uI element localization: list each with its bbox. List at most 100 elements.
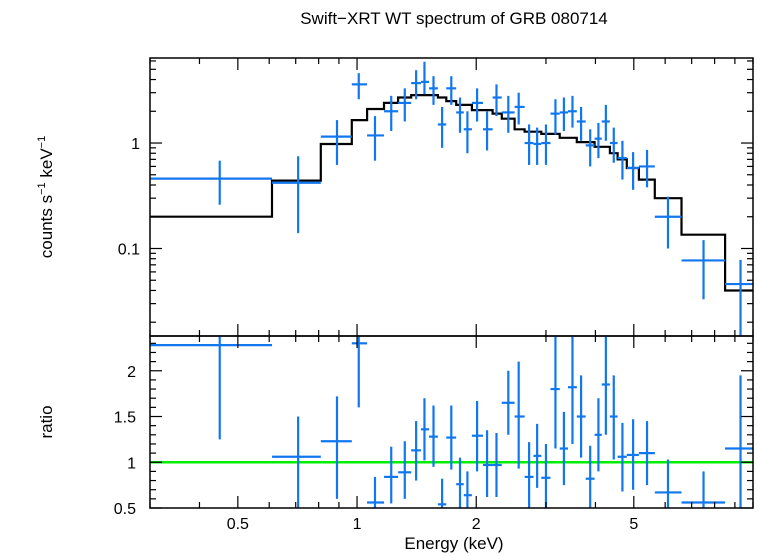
data-point	[654, 196, 682, 249]
ratio-point	[585, 445, 595, 508]
x-tick-label: 2	[472, 516, 481, 533]
x-tick-label: 1	[353, 516, 362, 533]
ratio-point	[351, 336, 368, 408]
top-y-tick-label: 1	[131, 136, 140, 153]
ratio-point	[420, 398, 430, 461]
data-point	[533, 127, 542, 165]
ratio-point	[524, 442, 534, 508]
data-point	[272, 156, 321, 234]
bottom-y-tick-label: 0.5	[114, 501, 136, 518]
data-point	[501, 95, 515, 133]
data-points	[150, 61, 753, 336]
data-point	[626, 152, 639, 190]
ratio-point	[150, 336, 273, 440]
top-ylabel: counts s−1 keV−1	[36, 136, 56, 258]
ratio-point	[681, 471, 726, 508]
ratio-point	[384, 446, 399, 504]
top-panel: 0.11 counts s−1 keV−1	[36, 57, 754, 337]
data-point	[567, 95, 577, 128]
ratio-point	[471, 400, 483, 472]
ratio-point	[367, 476, 385, 508]
ratio-point	[541, 443, 551, 508]
ratio-point	[654, 459, 682, 508]
x-tick-label: 0.5	[227, 516, 249, 533]
model-step-line	[150, 94, 753, 292]
data-point	[514, 92, 525, 125]
ratio-point	[411, 421, 421, 481]
data-point	[367, 116, 385, 161]
ratio-point	[437, 478, 447, 508]
data-point	[681, 240, 726, 300]
chart-title: Swift−XRT WT spectrum of GRB 080714	[300, 9, 608, 28]
data-point	[617, 140, 627, 180]
ratio-point	[567, 336, 577, 444]
ratio-point	[514, 361, 525, 469]
ratio-point	[456, 457, 464, 508]
data-point	[492, 84, 502, 117]
data-point	[150, 160, 273, 205]
data-point	[559, 97, 568, 132]
data-point	[550, 99, 560, 135]
data-point	[411, 70, 421, 100]
top-ylabel-main: counts s	[37, 195, 56, 258]
data-point	[351, 73, 368, 100]
ratio-point	[638, 421, 655, 486]
model-histogram	[150, 94, 753, 292]
top-axis-ticks: 0.11	[118, 58, 754, 336]
data-point	[446, 76, 457, 105]
bottom-panel-frame	[149, 335, 754, 509]
x-axis-label: Energy (keV)	[404, 534, 503, 553]
ratio-point	[594, 398, 602, 472]
top-ylabel-sup2: −1	[36, 136, 48, 149]
ratio-point	[482, 430, 493, 498]
ratio-point	[617, 422, 627, 492]
ratio-point	[576, 375, 586, 458]
data-point	[420, 61, 430, 95]
ratio-point	[463, 471, 472, 508]
bottom-y-tick-label: 1.5	[114, 410, 136, 427]
top-ylabel-sup1: −1	[36, 182, 48, 195]
data-point	[601, 104, 610, 141]
bottom-y-tick-label: 2	[127, 364, 136, 381]
ratio-point	[398, 441, 412, 499]
x-tick-label: 5	[629, 516, 638, 533]
data-point	[585, 129, 595, 167]
ratio-point	[272, 416, 321, 508]
data-point	[594, 122, 602, 159]
bottom-ylabel: ratio	[37, 405, 56, 438]
bottom-panel: 0.5 1 2 5 0.5 1 1.5 2 ratio	[37, 335, 754, 533]
data-point	[456, 97, 464, 133]
ratio-point	[501, 370, 515, 435]
ratio-point	[446, 405, 457, 470]
data-point	[524, 124, 534, 165]
data-point	[384, 95, 399, 132]
ratio-point	[550, 336, 560, 449]
top-y-tick-label: 0.1	[118, 241, 140, 258]
data-point	[638, 149, 655, 188]
data-point	[609, 127, 618, 163]
ratio-point	[320, 396, 352, 499]
ratio-points	[150, 336, 753, 508]
data-point	[463, 111, 472, 154]
data-point	[320, 120, 352, 165]
data-point	[482, 111, 493, 151]
data-point	[471, 88, 483, 122]
ratio-point	[429, 405, 438, 467]
ratio-point	[533, 423, 542, 488]
top-ylabel-mid: keV	[37, 148, 56, 183]
ratio-point	[725, 375, 753, 508]
ratio-point	[601, 336, 610, 435]
data-point	[398, 88, 412, 122]
ratio-point	[492, 432, 502, 498]
data-point	[437, 106, 447, 148]
data-point	[725, 259, 753, 336]
data-point	[576, 106, 586, 141]
ratio-point	[609, 375, 618, 460]
data-point	[429, 76, 438, 105]
data-point	[541, 124, 551, 165]
bottom-axis-ticks: 0.5 1 2 5 0.5 1 1.5 2	[114, 336, 754, 533]
ratio-point	[626, 419, 639, 490]
bottom-y-tick-label: 1	[127, 455, 136, 472]
ratio-point	[559, 411, 568, 486]
